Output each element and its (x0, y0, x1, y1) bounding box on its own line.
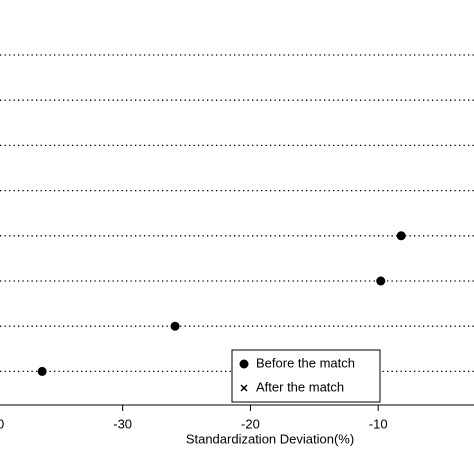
point (240, 384, 248, 392)
x-tick-label: -10 (369, 416, 388, 431)
x-tick-label: -20 (241, 416, 260, 431)
point (170, 321, 180, 331)
x-axis-label: Standardization Deviation(%) (186, 431, 354, 446)
point (376, 276, 386, 286)
point (239, 359, 249, 369)
legend-label: After the match (256, 379, 344, 394)
point (37, 366, 47, 376)
legend-label: Before the match (256, 355, 355, 370)
x-tick-label: -30 (113, 416, 132, 431)
point (396, 231, 406, 241)
legend-box (231, 349, 381, 403)
x-tick-label: -40 (0, 416, 4, 431)
